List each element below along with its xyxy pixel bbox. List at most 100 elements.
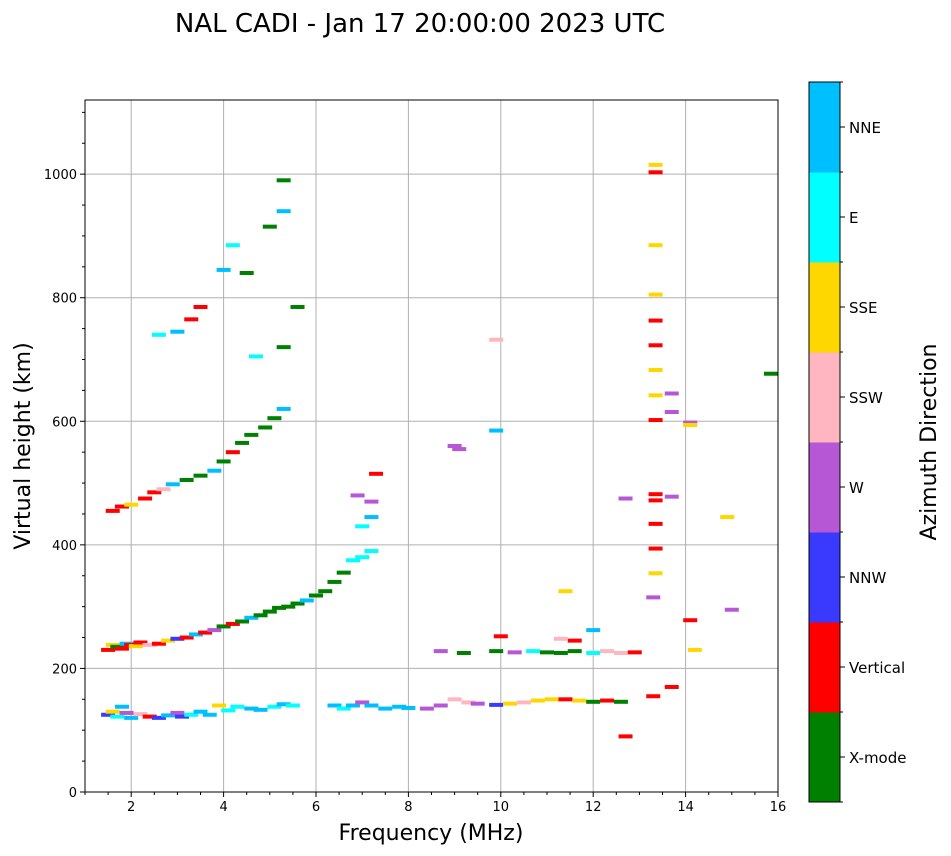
chart-title: NAL CADI - Jan 17 20:00:00 2023 UTC bbox=[175, 9, 665, 39]
echo-point bbox=[147, 490, 162, 495]
echo-point bbox=[720, 515, 735, 520]
echo-point bbox=[276, 406, 291, 411]
echo-point bbox=[540, 650, 554, 655]
echo-point bbox=[586, 628, 601, 633]
echo-point bbox=[558, 697, 573, 702]
echo-point bbox=[142, 642, 157, 647]
echo-point bbox=[433, 649, 448, 654]
x-tick-label: 2 bbox=[127, 800, 135, 815]
echo-point bbox=[244, 432, 259, 437]
echo-point bbox=[124, 715, 139, 720]
echo-point bbox=[345, 558, 360, 563]
echo-point bbox=[110, 714, 125, 719]
echo-point bbox=[253, 707, 268, 712]
y-axis-label: Virtual height (km) bbox=[11, 342, 36, 549]
echo-point bbox=[489, 702, 504, 707]
echo-point bbox=[764, 371, 778, 376]
echo-point bbox=[452, 447, 467, 452]
echo-point bbox=[267, 704, 282, 709]
echo-point bbox=[613, 650, 628, 655]
echo-point bbox=[193, 304, 208, 309]
echo-point bbox=[364, 703, 379, 708]
echo-point bbox=[664, 391, 679, 396]
echo-point bbox=[276, 178, 291, 183]
echo-point bbox=[101, 647, 116, 652]
echo-point bbox=[170, 636, 185, 641]
echo-point bbox=[724, 607, 739, 612]
echo-point bbox=[105, 508, 120, 513]
x-tick-label: 4 bbox=[219, 800, 227, 815]
colorbar-tick-label: Vertical bbox=[849, 659, 905, 677]
echo-point bbox=[526, 649, 541, 654]
echo-point bbox=[364, 515, 379, 520]
echo-point bbox=[493, 634, 508, 639]
echo-point bbox=[276, 209, 291, 214]
echo-point bbox=[600, 698, 615, 703]
echo-point bbox=[262, 609, 277, 614]
echo-point bbox=[683, 422, 698, 427]
colorbar-tick-label: NNW bbox=[849, 569, 886, 587]
echo-point bbox=[318, 589, 333, 594]
echo-point bbox=[364, 499, 379, 504]
echo-point bbox=[151, 641, 166, 646]
echo-point bbox=[687, 647, 702, 652]
echo-point bbox=[114, 504, 129, 509]
echo-point bbox=[489, 428, 504, 433]
y-tick-label: 1000 bbox=[44, 168, 77, 183]
echo-point bbox=[225, 621, 240, 626]
colorbar-tick-label: E bbox=[849, 209, 858, 227]
colorbar-tick-label: X-mode bbox=[849, 749, 906, 767]
echo-point bbox=[553, 650, 568, 655]
echo-point bbox=[281, 604, 296, 609]
echo-point bbox=[516, 700, 531, 705]
y-tick-label: 400 bbox=[52, 539, 77, 554]
colorbar-segment bbox=[809, 622, 840, 713]
echo-point bbox=[151, 715, 166, 720]
echo-point bbox=[253, 613, 268, 618]
colorbar-segment bbox=[809, 712, 840, 803]
echo-point bbox=[179, 635, 194, 640]
y-tick-label: 200 bbox=[52, 662, 77, 677]
echo-point bbox=[567, 638, 582, 643]
echo-point bbox=[151, 332, 166, 337]
echo-point bbox=[262, 224, 277, 229]
echo-point bbox=[285, 703, 300, 708]
colorbar-segment bbox=[809, 172, 840, 263]
echo-point bbox=[216, 624, 231, 629]
echo-point bbox=[207, 468, 222, 473]
echo-point bbox=[355, 555, 370, 560]
echo-point bbox=[364, 549, 379, 554]
echo-point bbox=[225, 243, 240, 248]
echo-point bbox=[165, 482, 180, 487]
echo-point bbox=[124, 502, 139, 507]
echo-point bbox=[553, 636, 568, 641]
echo-point bbox=[211, 703, 226, 708]
echo-point bbox=[327, 579, 342, 584]
x-axis-ticks: 2 4 6 8 10 12 14 16 bbox=[84, 792, 786, 815]
echo-point bbox=[290, 601, 305, 606]
echo-point bbox=[648, 498, 663, 503]
colorbar-tick-label: W bbox=[849, 479, 864, 497]
echo-point bbox=[567, 649, 582, 654]
echo-point bbox=[244, 706, 259, 711]
echo-point bbox=[276, 702, 291, 707]
colorbar-tick-label: SSW bbox=[849, 389, 883, 407]
echo-point bbox=[618, 734, 633, 739]
echo-point bbox=[101, 712, 116, 717]
colorbar-frame bbox=[808, 81, 841, 803]
echo-point bbox=[470, 701, 485, 706]
x-tick-label: 14 bbox=[677, 800, 694, 815]
echo-point bbox=[221, 708, 236, 713]
echo-point bbox=[179, 477, 194, 482]
echo-point bbox=[225, 450, 240, 455]
echo-point bbox=[683, 618, 698, 623]
echo-point bbox=[648, 546, 663, 551]
y-tick-label: 800 bbox=[52, 292, 77, 307]
echo-point bbox=[258, 425, 273, 430]
echo-point bbox=[114, 704, 129, 709]
echo-point bbox=[355, 700, 370, 705]
colorbar-segment bbox=[809, 532, 840, 623]
echo-point bbox=[202, 712, 217, 717]
colorbar-segment bbox=[809, 82, 840, 173]
